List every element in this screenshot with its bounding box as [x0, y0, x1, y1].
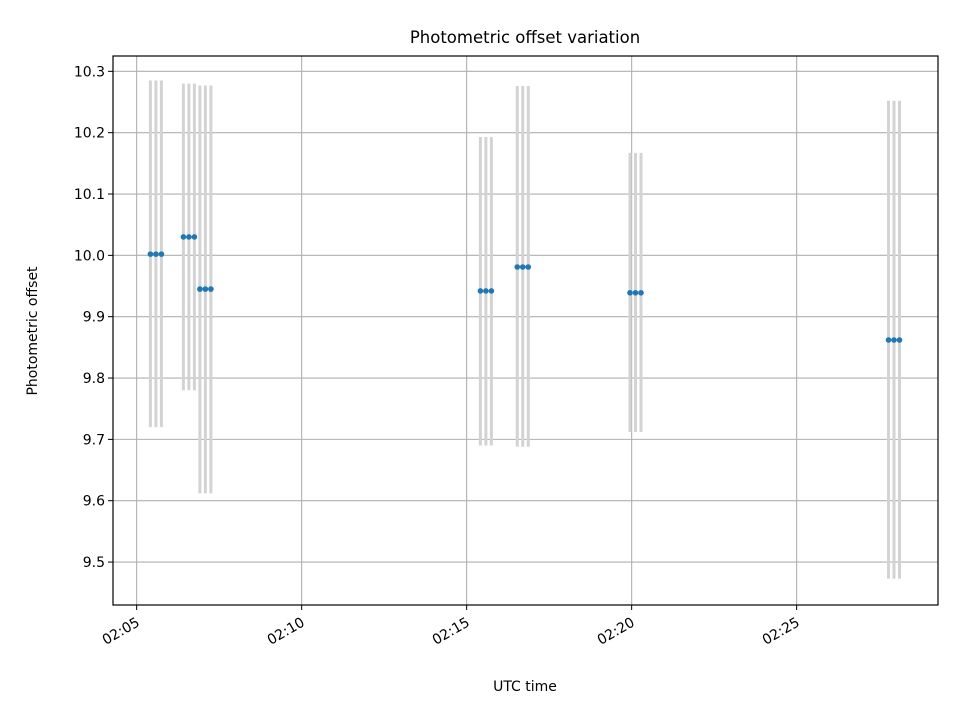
data-point: [191, 234, 198, 240]
plot-frame: [112, 55, 939, 606]
data-point: [208, 286, 214, 292]
y-tick-label: 9.7: [83, 432, 105, 448]
data-point: [627, 289, 633, 296]
data-point: [158, 251, 165, 257]
y-tick-label: 10.0: [74, 248, 105, 264]
y-tick-label: 9.6: [83, 494, 105, 510]
chart-title: Photometric offset variation: [410, 28, 640, 47]
data-point: [885, 337, 892, 343]
y-axis-ticks: 9.5 9.6 9.7 9.8 9.9 10.0 10.1 10.2 10.3: [74, 64, 113, 571]
y-tick-label: 9.9: [83, 310, 105, 326]
data-points: [147, 234, 903, 343]
data-point: [525, 264, 532, 270]
data-point: [514, 264, 521, 270]
data-point: [186, 234, 192, 240]
data-point: [632, 289, 639, 296]
data-point: [197, 286, 203, 292]
data-point: [147, 251, 154, 257]
data-point: [519, 264, 526, 270]
y-tick-label: 10.2: [74, 126, 105, 142]
data-point: [153, 251, 159, 257]
data-point: [488, 288, 495, 294]
y-tick-label: 9.8: [83, 371, 105, 387]
data-point: [202, 286, 209, 292]
data-point: [180, 234, 187, 240]
data-point: [891, 337, 897, 343]
data-point: [477, 288, 484, 294]
grid: [113, 56, 938, 605]
y-axis-label: Photometric offset: [25, 266, 41, 396]
y-tick-label: 10.3: [74, 64, 105, 80]
y-tick-label: 9.5: [83, 555, 105, 571]
data-point: [483, 288, 489, 294]
y-tick-label: 10.1: [74, 187, 105, 203]
data-point: [638, 289, 644, 296]
data-point: [896, 337, 903, 343]
x-axis-label: UTC time: [493, 679, 557, 695]
